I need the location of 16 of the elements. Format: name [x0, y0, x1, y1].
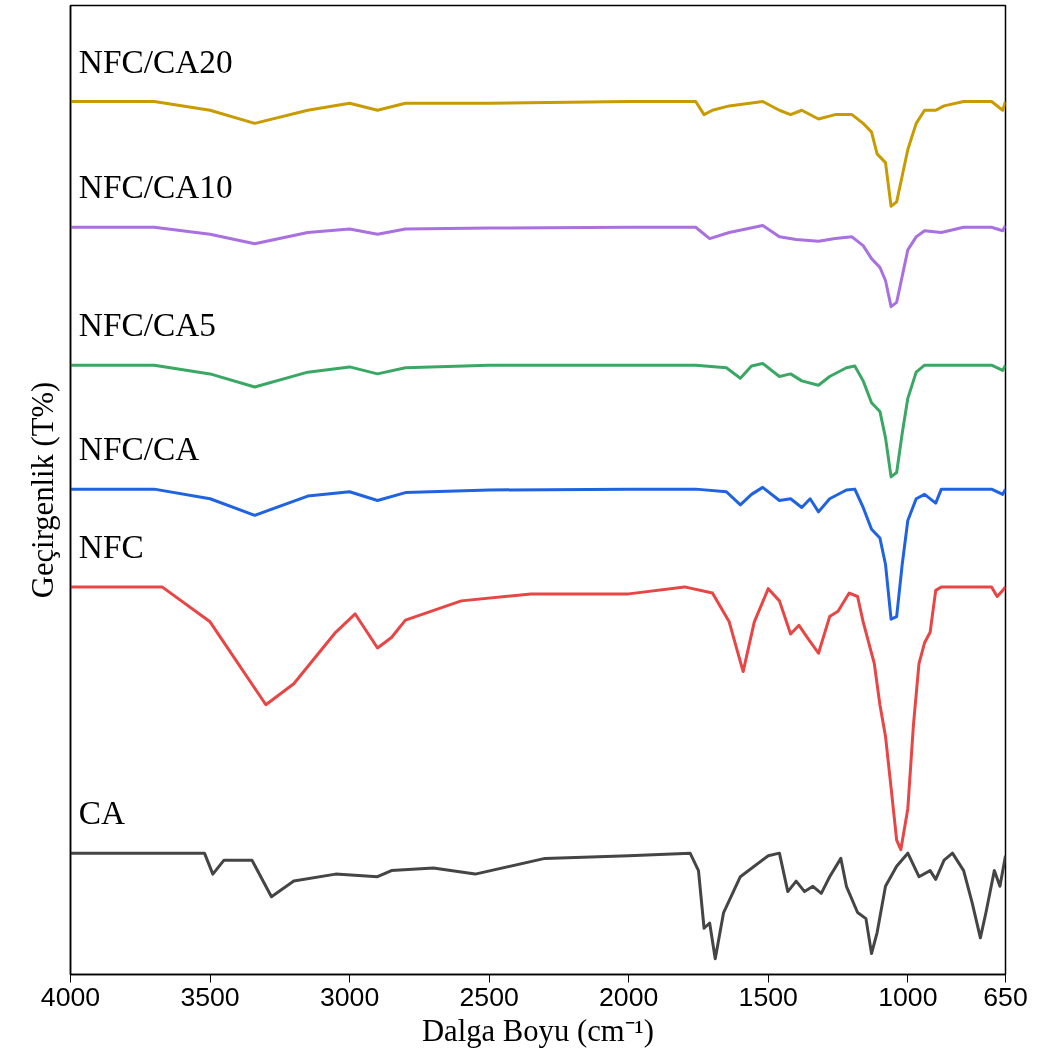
series-label: NFC/CA5 [78, 306, 216, 344]
x-tick-label: 650 [983, 981, 1028, 1012]
y-axis-title: Geçirgenlik (T%) [25, 381, 60, 599]
x-axis-title: Dalga Boyu (cm⁻¹) [421, 1013, 655, 1048]
x-tick-label: 4000 [40, 981, 101, 1012]
x-tick-label: 2500 [459, 981, 519, 1012]
series-label: NFC/CA20 [78, 42, 233, 80]
series-label: NFC/CA10 [78, 168, 233, 206]
x-tick-label: 2000 [599, 981, 659, 1012]
x-tick-label: 3000 [319, 981, 380, 1012]
series-label: NFC [78, 528, 144, 566]
x-tick-label: 1000 [878, 981, 938, 1012]
series-label: CA [78, 794, 126, 832]
series-label: NFC/CA [78, 430, 200, 468]
x-tick-label: 3500 [180, 981, 240, 1012]
x-tick-label: 1500 [738, 981, 798, 1012]
